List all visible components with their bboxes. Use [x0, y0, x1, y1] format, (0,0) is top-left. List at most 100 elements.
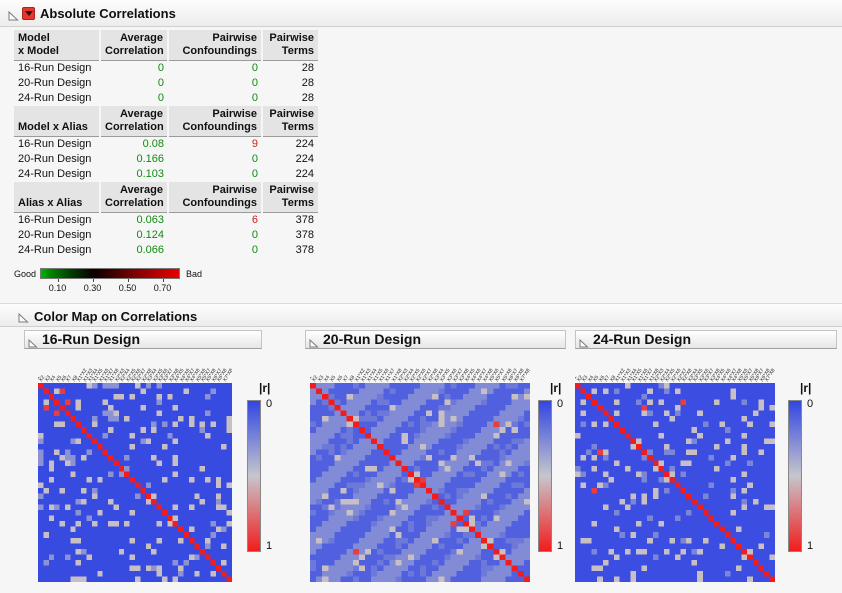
correlation-heatmap-24-run[interactable] — [575, 383, 775, 582]
table-row: 24-Run Design 0 0 28 — [14, 91, 318, 106]
color-scale-bar — [247, 400, 261, 552]
pairwise-confoundings-value: 0 — [251, 244, 258, 256]
outline-header-absolute-correlations: Absolute Correlations — [0, 0, 842, 27]
color-scale-bar — [538, 400, 552, 552]
table-row: 20-Run Design 0.166 0 224 — [14, 152, 318, 167]
pairwise-confoundings-value: 0 — [251, 62, 258, 74]
section-title-absolute-correlations: Absolute Correlations — [40, 6, 176, 21]
tick-label: 0.50 — [118, 283, 137, 293]
column-header: Pairwise Terms — [261, 30, 318, 61]
pairwise-confoundings-value: 0 — [251, 168, 258, 180]
correlation-table: Alias x Alias Average Correlation Pairwise… — [14, 182, 318, 258]
column-header: Pairwise Terms — [261, 182, 318, 213]
disclosure-triangle-icon[interactable] — [28, 335, 38, 348]
tick-label: 0.70 — [153, 283, 172, 293]
column-header: Pairwise Terms — [261, 106, 318, 137]
term-labels: X1 X2 X3 X4 X5 X6 X7 X8 X1*X2 X1*X3 X1*X4 X1*X5 X1*X… — [310, 351, 530, 382]
tick-mark — [92, 279, 94, 282]
correlation-heatmap-20-run[interactable] — [310, 383, 530, 582]
row-label: 20-Run Design — [18, 229, 92, 241]
table-corner-header: Alias x Alias — [14, 182, 100, 213]
term-labels: X1 X2 X3 X4 X5 X6 X7 X8 X1*X2 X1*X3 X1*X4 X1*X5 X1*X… — [575, 351, 775, 382]
row-label: 24-Run Design — [18, 168, 92, 180]
panel-title: 16-Run Design — [42, 331, 141, 347]
table-row: 24-Run Design 0.066 0 378 — [14, 243, 318, 258]
pairwise-confoundings-value: 0 — [251, 92, 258, 104]
pairwise-terms-value: 378 — [295, 244, 314, 256]
tick-mark — [162, 279, 164, 282]
pairwise-terms-value: 28 — [301, 77, 314, 89]
column-header: Average Correlation — [99, 182, 168, 213]
scale-tick-0: 0 — [807, 398, 814, 410]
pairwise-terms-value: 378 — [295, 229, 314, 241]
scale-tick-1: 1 — [266, 540, 273, 552]
avg-correlation-value: 0 — [157, 62, 164, 74]
row-label: 16-Run Design — [18, 62, 92, 74]
tick-label: 0.10 — [48, 283, 67, 293]
pairwise-confoundings-value: 0 — [251, 229, 258, 241]
pairwise-terms-value: 224 — [295, 138, 314, 150]
pairwise-confoundings-value: 0 — [251, 77, 258, 89]
panel-title: 20-Run Design — [323, 331, 422, 347]
avg-correlation-value: 0.063 — [136, 214, 164, 226]
column-header: Average Correlation — [99, 30, 168, 61]
pairwise-confoundings-value: 6 — [251, 214, 258, 226]
row-label: 24-Run Design — [18, 92, 92, 104]
table-row: 24-Run Design 0.103 0 224 — [14, 167, 318, 182]
legend-bad-label: Bad — [186, 269, 203, 279]
pairwise-terms-value: 28 — [301, 92, 314, 104]
legend-r-label: |r| — [550, 381, 562, 395]
scale-tick-1: 1 — [557, 540, 564, 552]
legend-r-label: |r| — [259, 381, 271, 395]
legend-r-label: |r| — [800, 381, 812, 395]
correlation-table: Model x Model Average Correlation Pairwise… — [14, 30, 318, 106]
term-labels: X1 X2 X3 X4 X5 X6 X7 X8 X1*X2 X1*X3 X1*X4 X1*X5 X1*X… — [38, 351, 232, 382]
avg-correlation-value: 0 — [157, 92, 164, 104]
avg-correlation-value: 0.124 — [136, 229, 164, 241]
tick-mark — [57, 279, 59, 282]
column-header: Pairwise Confoundings — [167, 106, 262, 137]
avg-correlation-value: 0 — [157, 77, 164, 89]
table-row: 16-Run Design 0.063 6 378 — [14, 213, 318, 229]
disclosure-triangle-icon[interactable] — [309, 335, 319, 348]
column-header: Pairwise Confoundings — [167, 30, 262, 61]
panel-header-20-run: 20-Run Design — [305, 330, 566, 349]
table-row: 20-Run Design 0.124 0 378 — [14, 228, 318, 243]
table-corner-header: Model x Model — [14, 30, 100, 61]
avg-correlation-value: 0.166 — [136, 153, 164, 165]
disclosure-triangle-icon[interactable] — [579, 335, 589, 348]
row-label: 20-Run Design — [18, 153, 92, 165]
pairwise-confoundings-value: 9 — [251, 138, 258, 150]
column-header: Pairwise Confoundings — [167, 182, 262, 213]
red-triangle-menu-icon[interactable] — [22, 7, 35, 20]
avg-correlation-value: 0.103 — [136, 168, 164, 180]
scale-tick-0: 0 — [266, 398, 273, 410]
goodness-gradient-legend: Good Bad 0.10 0.30 0.50 0.70 — [14, 268, 234, 298]
menu-triangle-glyph — [24, 11, 33, 16]
table-row: 20-Run Design 0 0 28 — [14, 76, 318, 91]
panel-header-24-run: 24-Run Design — [575, 330, 837, 349]
row-label: 16-Run Design — [18, 138, 92, 150]
pairwise-terms-value: 378 — [295, 214, 314, 226]
color-scale-bar — [788, 400, 802, 552]
pairwise-terms-value: 224 — [295, 153, 314, 165]
disclosure-triangle-icon[interactable] — [18, 310, 29, 323]
row-label: 16-Run Design — [18, 214, 92, 226]
row-label: 24-Run Design — [18, 244, 92, 256]
table-row: 16-Run Design 0.08 9 224 — [14, 137, 318, 153]
avg-correlation-value: 0.08 — [142, 138, 164, 150]
column-header: Average Correlation — [99, 106, 168, 137]
pairwise-terms-value: 224 — [295, 168, 314, 180]
correlation-table: Model x Alias Average Correlation Pairwise… — [14, 106, 318, 182]
scale-tick-1: 1 — [807, 540, 814, 552]
panel-header-16-run: 16-Run Design — [24, 330, 262, 349]
disclosure-triangle-icon[interactable] — [8, 8, 19, 21]
row-label: 20-Run Design — [18, 77, 92, 89]
goodness-gradient-bar — [40, 268, 180, 279]
correlation-tables: Model x Model Average Correlation Pairwise… — [14, 30, 318, 258]
correlation-heatmap-16-run[interactable] — [38, 383, 232, 582]
legend-ticks: 0.10 0.30 0.50 0.70 — [40, 279, 180, 295]
legend-good-label: Good — [14, 269, 37, 279]
tick-mark — [127, 279, 129, 282]
